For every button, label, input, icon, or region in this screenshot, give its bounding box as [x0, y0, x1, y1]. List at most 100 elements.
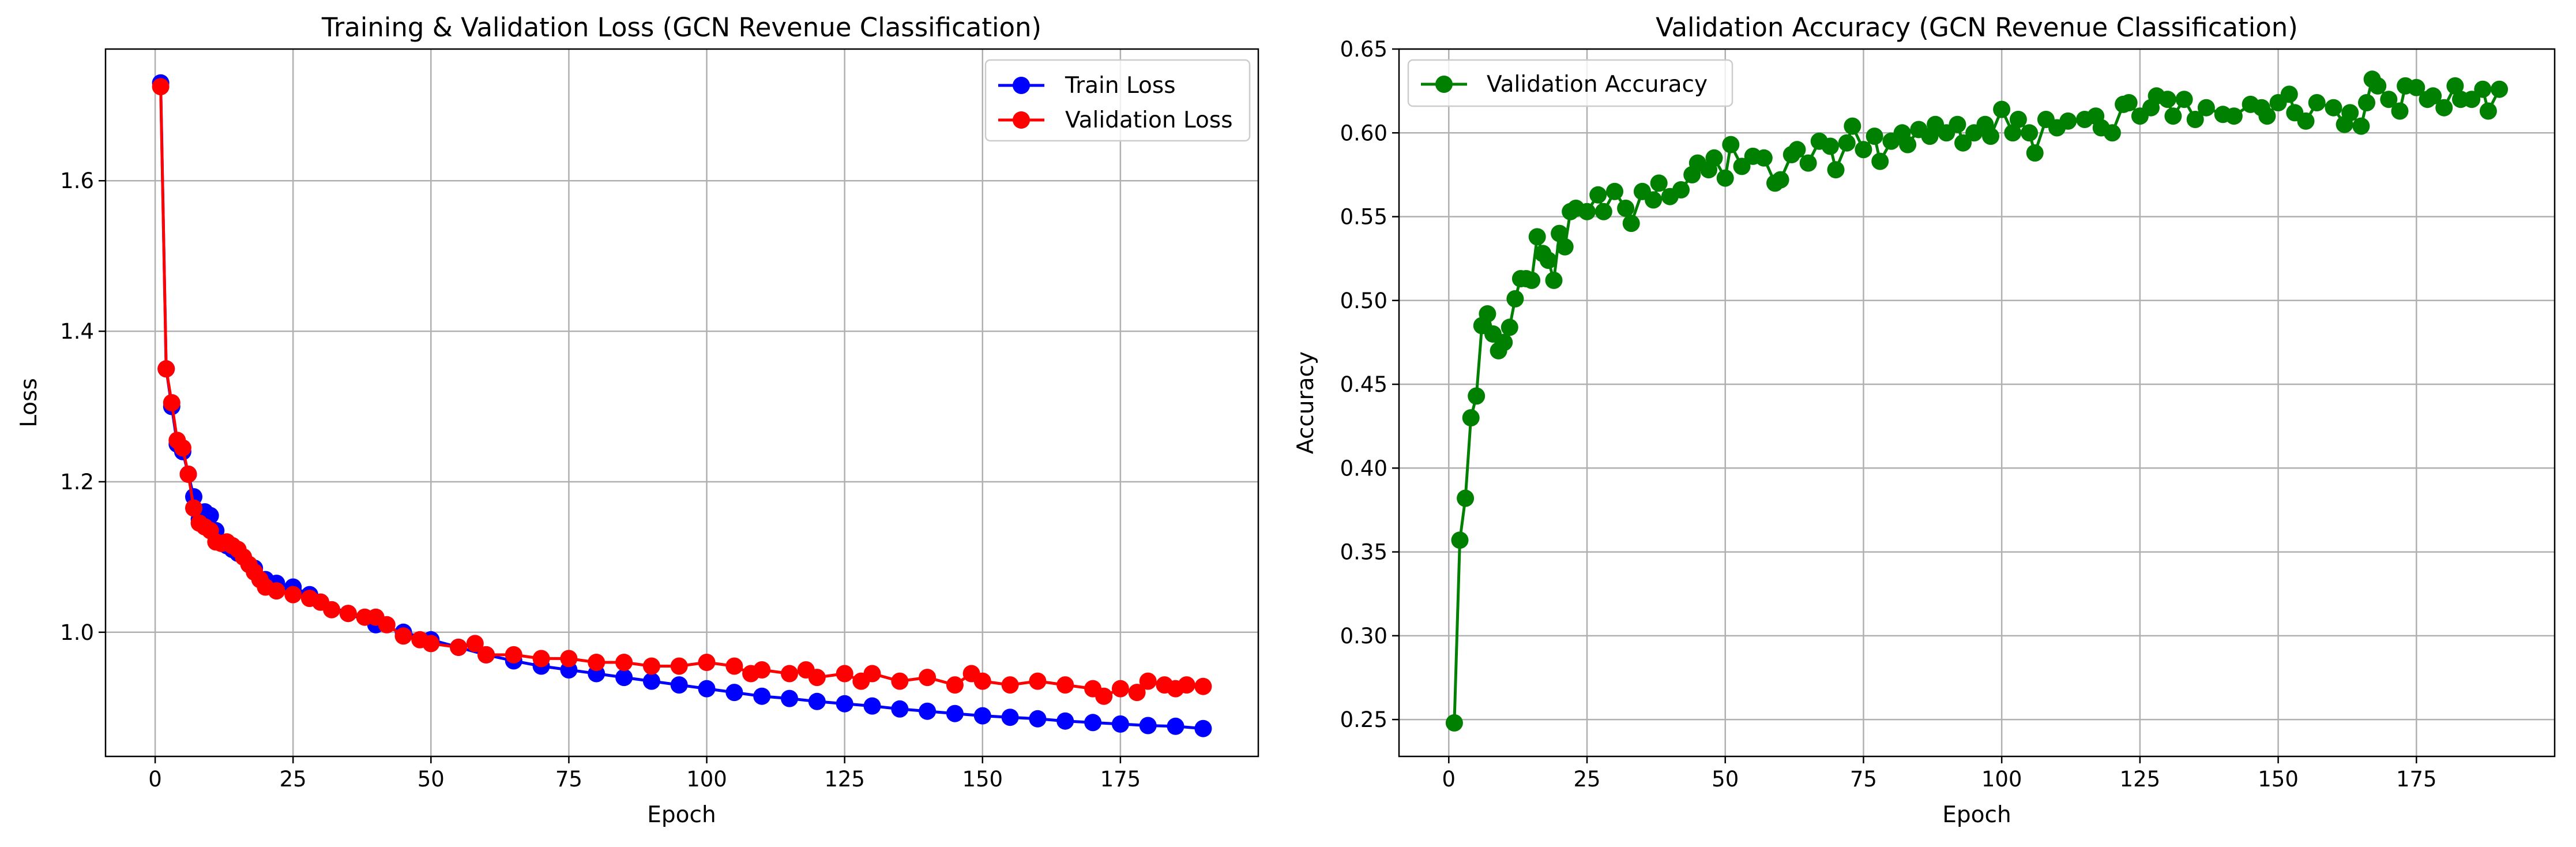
y-tick-label: 0.60: [1340, 121, 1387, 145]
data-point: [1993, 100, 2011, 118]
y-tick-label: 1.6: [60, 168, 94, 193]
legend-label-validation-accuracy: Validation Accuracy: [1487, 72, 1708, 98]
data-point: [1821, 137, 1839, 155]
data-point: [505, 646, 522, 664]
data-point: [836, 695, 853, 713]
data-point: [919, 669, 937, 687]
y-tick-label: 1.2: [60, 470, 94, 494]
data-point: [1705, 149, 1723, 167]
data-point: [2009, 111, 2027, 128]
axes-frame: [104, 48, 1259, 758]
x-tick-label: 0: [148, 767, 162, 792]
data-point: [1545, 271, 1563, 289]
data-point: [2424, 87, 2442, 105]
plot-area: [106, 49, 1258, 756]
data-point: [1589, 186, 1607, 204]
data-point: [2197, 99, 2215, 117]
axis-ticks: 0 25 50 75 100 125 150 175 1.0 1.2 1.4 1.6: [60, 168, 1141, 792]
data-point: [670, 657, 688, 675]
legend-label-train-loss: Train Loss: [1065, 73, 1176, 99]
y-tick-label: 1.0: [60, 620, 94, 645]
data-point: [1949, 115, 1966, 133]
data-point: [2358, 94, 2375, 111]
data-point: [588, 654, 606, 671]
x-tick-label: 25: [280, 767, 307, 792]
data-point: [2175, 91, 2193, 108]
data-point: [1128, 684, 1146, 702]
legend-frame: [1407, 59, 1733, 107]
y-tick-label: 0.25: [1340, 707, 1387, 732]
data-point: [1799, 154, 1817, 172]
data-point: [2280, 85, 2298, 103]
data-point: [1095, 687, 1113, 705]
data-point: [2479, 102, 2497, 120]
data-point: [1457, 489, 1475, 507]
data-point: [2120, 94, 2138, 111]
legend-marker-train-loss: [1013, 77, 1030, 94]
data-point: [2491, 80, 2509, 98]
data-point: [973, 672, 991, 690]
x-tick-label: 125: [2120, 767, 2161, 792]
y-tick-label: 0.55: [1340, 205, 1387, 230]
data-point: [1111, 715, 1129, 733]
y-tick-label: 0.50: [1340, 288, 1387, 313]
data-point: [422, 635, 440, 653]
data-point: [1167, 717, 1184, 735]
data-point: [1871, 152, 1889, 170]
data-point: [808, 669, 826, 687]
data-point: [163, 394, 180, 411]
data-point: [152, 78, 170, 96]
data-point: [1178, 676, 1195, 694]
data-point: [1029, 672, 1047, 690]
data-point: [394, 627, 412, 645]
data-point: [1551, 224, 1569, 242]
data-point: [1523, 271, 1541, 289]
x-tick-label: 150: [2258, 767, 2299, 792]
plot-area: [1399, 49, 2555, 756]
data-point: [2352, 117, 2370, 135]
x-tick-label: 100: [1981, 767, 2022, 792]
data-point: [2435, 99, 2453, 117]
data-point: [323, 601, 341, 619]
y-tick-label: 0.65: [1340, 37, 1387, 62]
data-point: [1445, 714, 1463, 732]
data-point: [891, 700, 909, 718]
data-point: [1194, 677, 1212, 695]
data-point: [2021, 124, 2039, 142]
chart-title: Training & Validation Loss (GCN Revenue …: [321, 12, 1041, 43]
data-point: [670, 676, 688, 694]
data-point: [781, 665, 798, 683]
data-point: [284, 586, 302, 604]
y-tick-label: 1.4: [60, 319, 94, 344]
data-point: [1622, 215, 1640, 233]
data-point: [946, 676, 964, 694]
data-point: [698, 680, 716, 698]
data-point: [560, 650, 578, 668]
data-point: [2103, 124, 2121, 142]
data-point: [1479, 305, 1496, 323]
x-tick-label: 150: [962, 767, 1003, 792]
data-point: [753, 661, 771, 679]
data-point: [642, 657, 660, 675]
data-point: [863, 665, 881, 683]
x-tick-label: 25: [1573, 767, 1600, 792]
data-point: [2391, 102, 2409, 120]
data-point: [2297, 112, 2315, 130]
x-tick-label: 175: [2396, 767, 2437, 792]
x-tick-label: 50: [1712, 767, 1739, 792]
loss-chart: 0 25 50 75 100 125 150 175 1.0 1.2 1.4 1.6 Training…: [16, 12, 1259, 828]
data-point: [466, 635, 484, 653]
data-point: [615, 669, 633, 687]
data-point: [1650, 174, 1668, 192]
data-point: [2308, 94, 2326, 111]
data-point: [1595, 203, 1612, 220]
data-point: [753, 687, 771, 705]
data-point: [1495, 333, 1513, 351]
data-point: [2186, 111, 2204, 128]
data-point: [919, 702, 937, 720]
data-point: [378, 616, 396, 634]
data-point: [863, 697, 881, 715]
data-point: [2225, 107, 2243, 125]
data-point: [1139, 717, 1157, 734]
data-point: [1528, 228, 1546, 246]
